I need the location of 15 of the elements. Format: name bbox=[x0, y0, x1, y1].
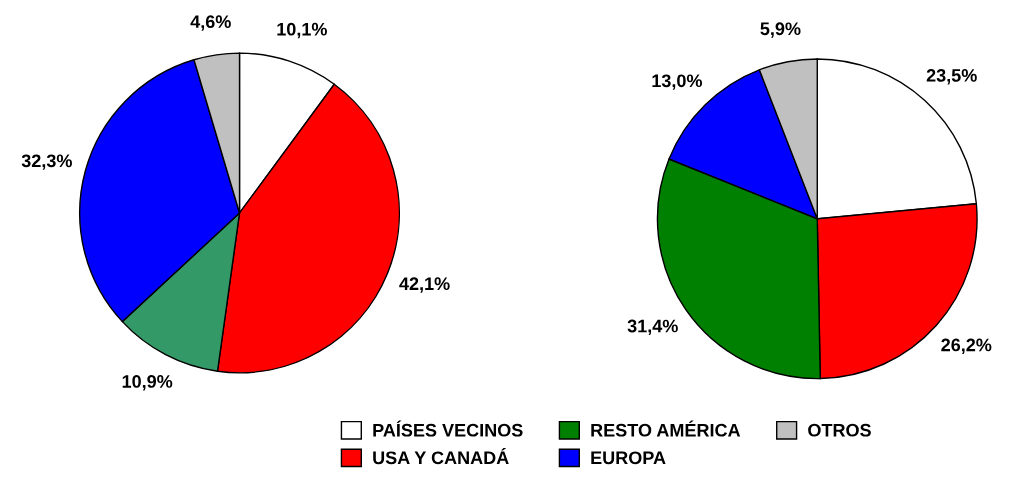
data-label: 4,6% bbox=[190, 15, 231, 31]
data-label: 13,0% bbox=[652, 74, 703, 90]
legend-label: OTROS bbox=[808, 423, 871, 437]
data-label: 23,5% bbox=[926, 68, 977, 85]
data-label: 5,9% bbox=[760, 22, 801, 38]
legend-label: EUROPA bbox=[591, 451, 666, 465]
data-label: 31,4% bbox=[627, 319, 678, 336]
legend-label: USA Y CANADÁ bbox=[373, 448, 509, 465]
data-label: 32,3% bbox=[21, 154, 72, 170]
legend-label: RESTO AMÉRICA bbox=[591, 420, 741, 437]
data-label: 10,9% bbox=[122, 375, 173, 391]
data-label: 26,2% bbox=[941, 338, 992, 354]
data-label: 10,1% bbox=[277, 22, 327, 39]
data-label: 42,1% bbox=[399, 277, 450, 293]
legend-label: PAÍSES VECINOS bbox=[373, 420, 523, 437]
